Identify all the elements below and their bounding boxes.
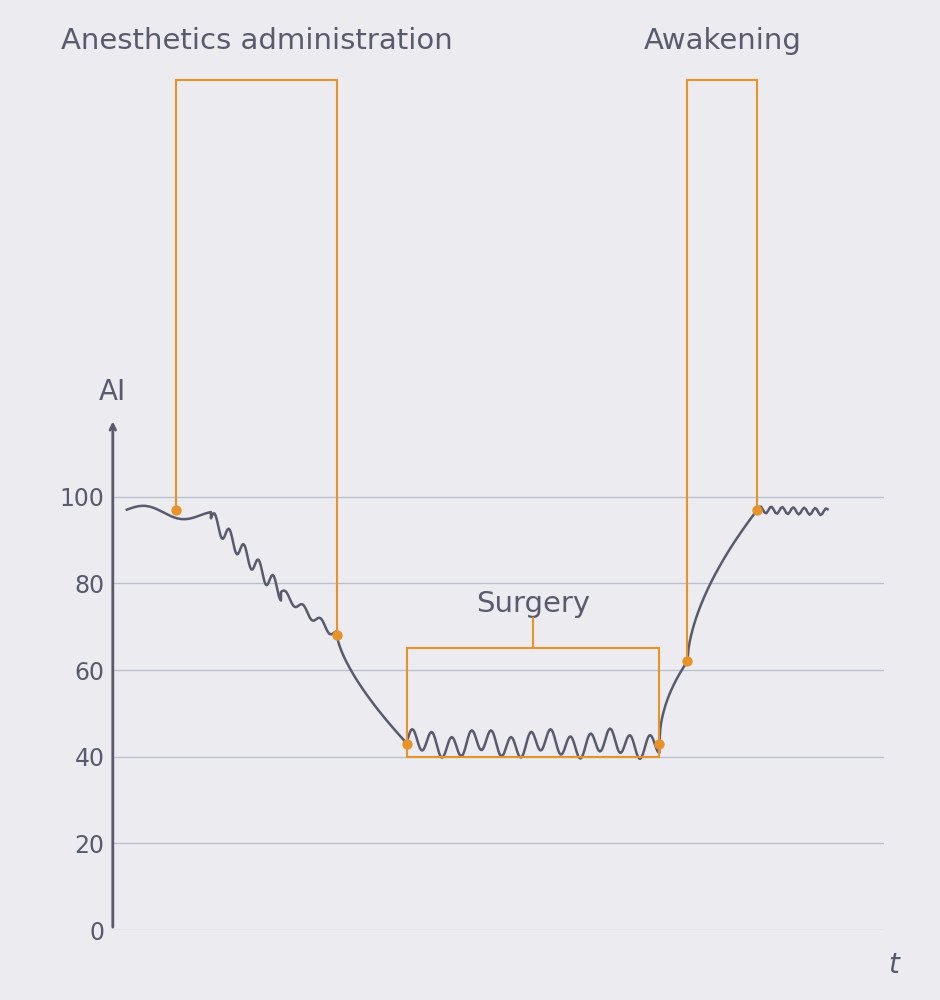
Point [168,502,183,518]
Text: t: t [888,951,900,979]
Text: Surgery: Surgery [477,590,590,618]
Point [330,627,345,643]
Bar [407,648,659,757]
Point [651,736,666,752]
Point [750,502,765,518]
Text: AI: AI [100,378,126,406]
Point [400,736,415,752]
Text: Awakening: Awakening [644,27,802,55]
Text: Anesthetics administration: Anesthetics administration [60,27,452,55]
Point [680,653,695,669]
